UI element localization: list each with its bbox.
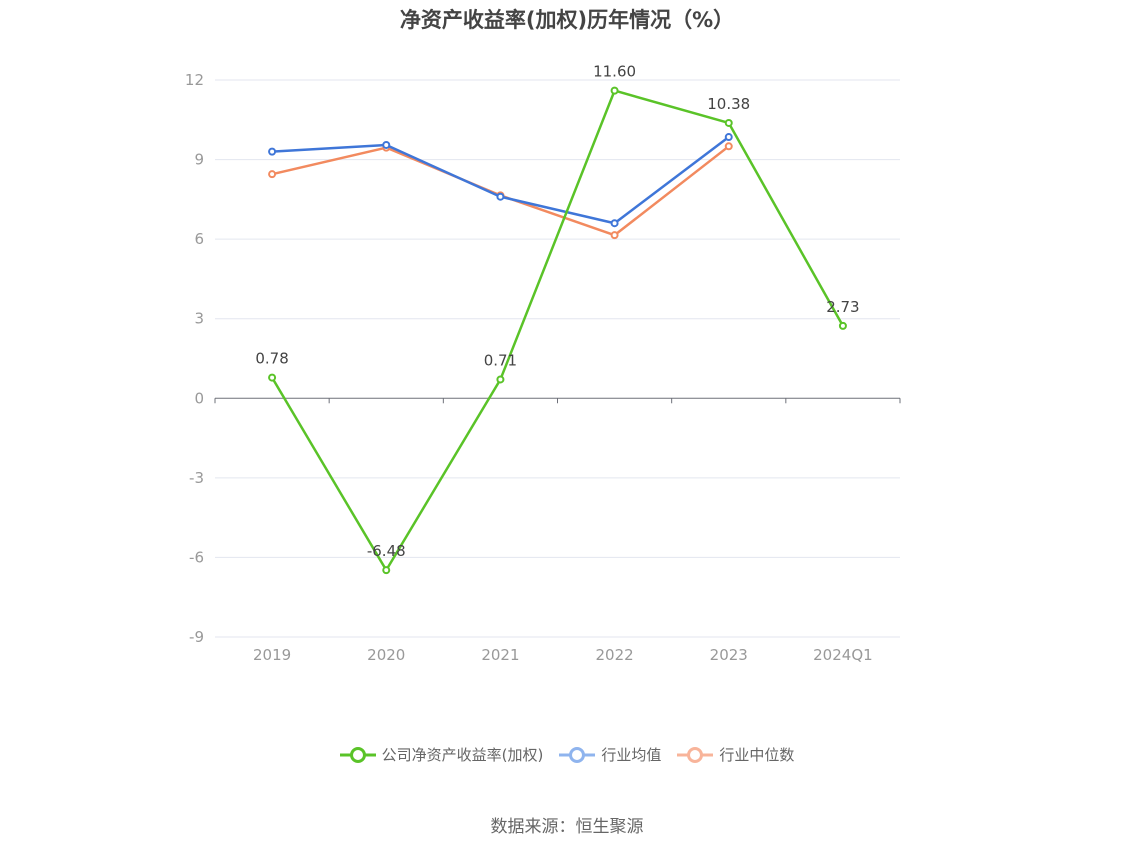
y-axis: 12 9 6 3 0 -3 -6 -9 — [185, 71, 204, 646]
x-tick-label: 2020 — [367, 646, 405, 664]
data-point — [382, 140, 391, 149]
series-line — [271, 89, 845, 572]
x-tick-label: 2021 — [481, 646, 519, 664]
data-label: 0.71 — [484, 351, 517, 369]
y-tick-label: 12 — [185, 71, 204, 89]
x-tick-label: 2022 — [595, 646, 633, 664]
data-point — [724, 133, 733, 142]
legend-item-industry-median[interactable]: 行业中位数 — [677, 744, 794, 765]
data-label: 0.78 — [255, 350, 288, 368]
data-point — [610, 86, 619, 95]
data-label: 10.38 — [707, 95, 750, 113]
data-point — [496, 192, 505, 201]
data-point — [268, 373, 277, 382]
data-label: -6.48 — [367, 542, 406, 560]
x-tick-label: 2023 — [710, 646, 748, 664]
series-layer — [268, 86, 847, 575]
data-point — [610, 231, 619, 240]
chart-title: 净资产收益率(加权)历年情况（%） — [399, 8, 735, 32]
x-tick-label: 2024Q1 — [813, 646, 873, 664]
legend-label: 行业均值 — [601, 746, 662, 764]
data-labels: 0.78 -6.48 0.71 11.60 10.38 2.73 — [255, 63, 859, 561]
legend: 公司净资产收益率(加权) 行业均值 行业中位数 — [0, 744, 1134, 765]
y-tick-label: 3 — [194, 310, 204, 328]
legend-item-company-roe[interactable]: 公司净资产收益率(加权) — [339, 744, 544, 765]
data-point — [610, 219, 619, 228]
x-tick-label: 2019 — [253, 646, 291, 664]
series-line — [272, 136, 730, 225]
data-point — [382, 566, 391, 575]
data-point — [496, 375, 505, 384]
y-tick-label: 0 — [194, 389, 204, 407]
legend-marker — [677, 746, 714, 763]
y-tick-label: -3 — [189, 469, 204, 487]
data-point — [724, 142, 733, 151]
legend-marker — [559, 746, 596, 763]
data-point — [838, 321, 847, 330]
data-point — [724, 118, 733, 127]
x-axis: 2019 2020 2021 2022 2023 2024Q1 — [214, 397, 901, 664]
grid-lines — [215, 79, 900, 638]
y-tick-label: 9 — [194, 151, 204, 169]
legend-marker — [339, 746, 376, 763]
legend-label: 公司净资产收益率(加权) — [381, 746, 544, 764]
y-tick-label: -6 — [189, 548, 204, 566]
data-label: 2.73 — [826, 298, 859, 316]
y-tick-label: 6 — [194, 230, 204, 248]
data-label: 11.60 — [593, 63, 636, 81]
data-point — [268, 170, 277, 179]
data-source: 数据来源：恒生聚源 — [490, 817, 644, 837]
data-point — [268, 147, 277, 156]
legend-item-industry-mean[interactable]: 行业均值 — [559, 744, 661, 765]
y-tick-label: -9 — [189, 628, 204, 646]
legend-label: 行业中位数 — [719, 746, 795, 764]
